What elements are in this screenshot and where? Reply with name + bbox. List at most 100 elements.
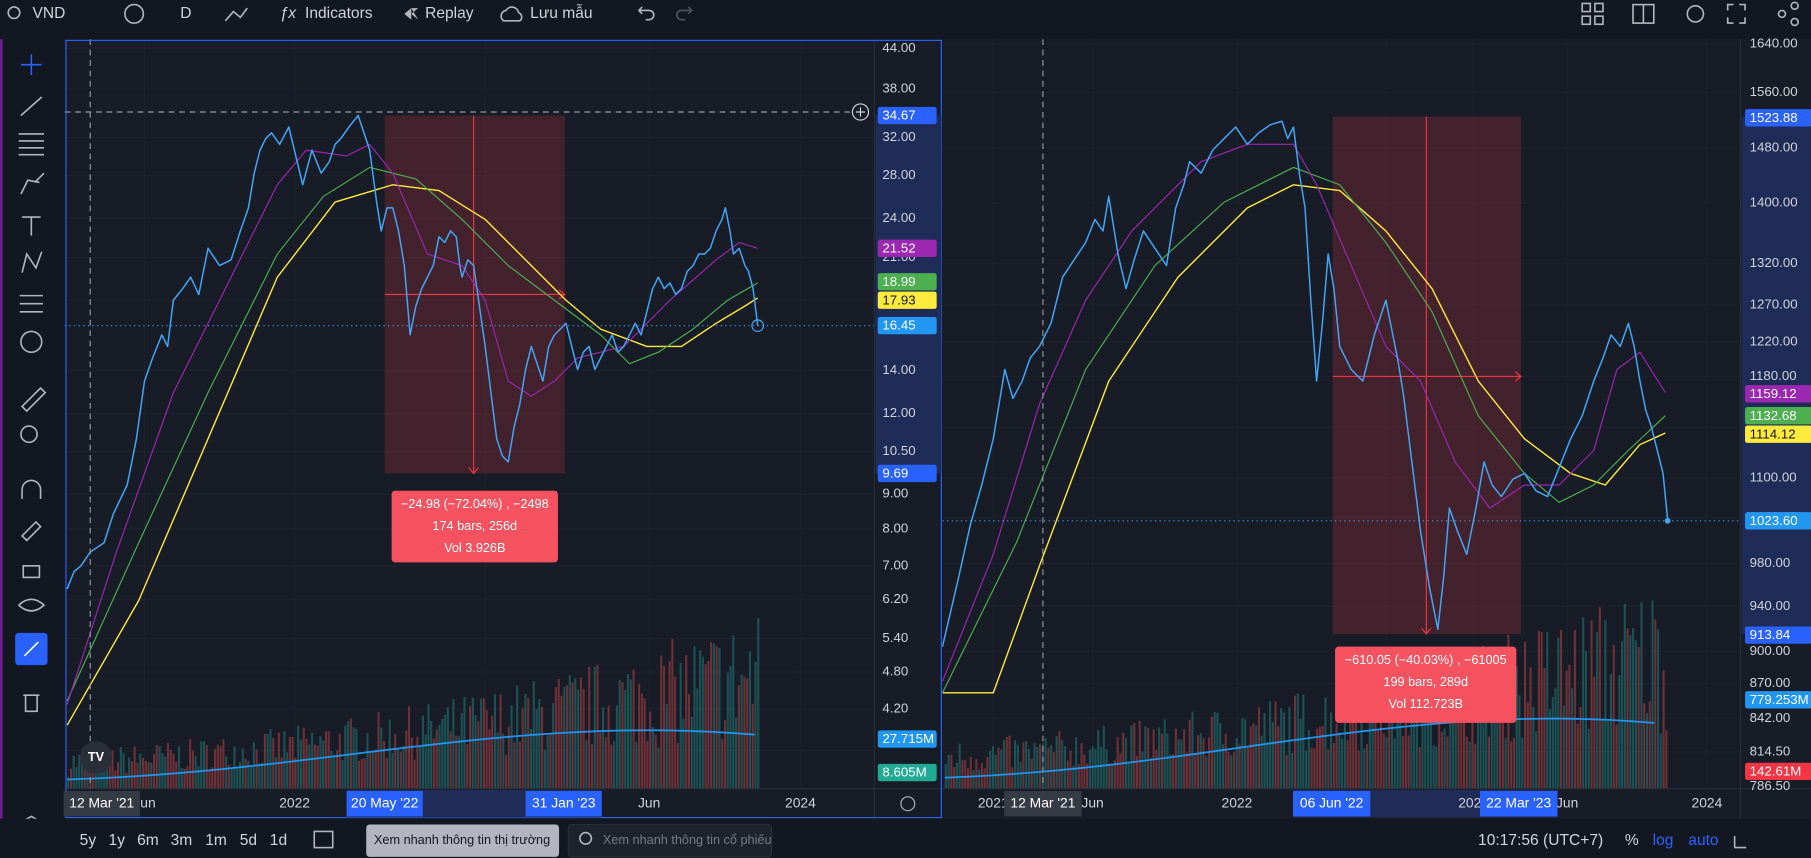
volume-bar: [1232, 751, 1236, 789]
add-symbol[interactable]: [124, 3, 145, 24]
share[interactable]: [1777, 1, 1799, 27]
clock: 10:17:56 (UTC+7): [1478, 832, 1603, 849]
volume-bar: [732, 635, 735, 789]
volume-bar: [208, 769, 211, 789]
range-button[interactable]: 5d: [240, 832, 257, 849]
replay[interactable]: Replay: [425, 5, 474, 22]
trend-line-tool[interactable]: [20, 96, 43, 117]
symbol[interactable]: VND: [32, 5, 65, 22]
volume-bar: [505, 755, 508, 789]
volume-bar: [1632, 628, 1635, 789]
volume-bar: [1318, 726, 1321, 789]
price-badge-label: 9.69: [882, 466, 908, 481]
settings[interactable]: [1686, 4, 1705, 23]
price-label: 940.00: [1750, 598, 1791, 613]
volume-bar: [596, 664, 599, 789]
volume-bar: [493, 694, 497, 789]
volume-bar: [255, 749, 258, 789]
percent-toggle[interactable]: %: [1625, 832, 1639, 849]
chart-type[interactable]: [224, 7, 248, 22]
date-range-icon[interactable]: [313, 830, 334, 849]
undo[interactable]: [638, 6, 655, 21]
search-placeholder[interactable]: Xem nhanh thông tin cổ phiếu: [603, 833, 772, 847]
price-label: 814.50: [1750, 743, 1791, 758]
volume-bar: [726, 672, 729, 789]
axis-settings[interactable]: [900, 796, 916, 812]
price-label: 4.80: [882, 664, 908, 679]
volume-bar: [424, 734, 427, 789]
visibility-tool[interactable]: [18, 598, 46, 612]
log-toggle[interactable]: log: [1653, 832, 1674, 849]
fib-tool[interactable]: [18, 133, 45, 156]
volume-bar: [671, 639, 674, 789]
volume-bar: [571, 682, 574, 789]
volume-bar: [394, 734, 397, 789]
price-label: 10.50: [882, 443, 915, 458]
volume-bar: [710, 642, 713, 789]
volume-bar: [286, 752, 289, 789]
brush-tool[interactable]: [20, 172, 45, 195]
magnet-tool[interactable]: [21, 479, 42, 499]
range-button[interactable]: 1y: [109, 832, 126, 849]
market-button[interactable]: Xem nhanh thông tin thị trường: [374, 833, 550, 847]
volume-bar: [391, 753, 394, 789]
volume-bar: [1612, 644, 1615, 789]
volume-bar: [989, 750, 992, 789]
interval[interactable]: D: [180, 5, 191, 22]
volume-bar: [1465, 736, 1468, 789]
lock-draw-tool[interactable]: [20, 520, 42, 542]
volume-bar: [1562, 705, 1565, 789]
emoji-tool[interactable]: [20, 330, 43, 354]
range-button[interactable]: 3m: [171, 832, 193, 849]
volume-bar: [1038, 744, 1042, 789]
save-template[interactable]: Lưu mẫu: [530, 3, 592, 22]
range-button[interactable]: 5y: [80, 832, 97, 849]
text-tool[interactable]: [22, 216, 41, 236]
price-badge: [877, 273, 937, 291]
volume-bar: [1169, 754, 1172, 789]
volume-bar: [341, 759, 344, 789]
volume-bar: [1615, 724, 1618, 789]
volume-bar: [222, 739, 225, 789]
indicators[interactable]: Indicators: [305, 5, 373, 22]
projection-tool[interactable]: [19, 294, 43, 313]
crosshair-tool[interactable]: [20, 54, 42, 76]
volume-bar: [682, 718, 685, 789]
time-label: 2024: [785, 794, 816, 810]
range-button[interactable]: 6m: [137, 832, 159, 849]
ruler-tool[interactable]: [20, 386, 47, 413]
layout-icon[interactable]: [1581, 2, 1604, 26]
measure-label-bg: [391, 490, 558, 563]
volume-ma: [944, 717, 1655, 779]
delete-tool[interactable]: [23, 694, 40, 713]
pattern-tool[interactable]: [21, 251, 43, 273]
fullscreen[interactable]: [1726, 3, 1746, 24]
volume-bar: [588, 666, 591, 789]
volume-bar: [419, 746, 422, 789]
volume-bar: [114, 770, 117, 789]
indicators-icon: ƒx: [280, 5, 298, 22]
resize-icon[interactable]: [1733, 836, 1747, 849]
market-button-bg[interactable]: [366, 824, 560, 857]
zoom-tool[interactable]: [20, 425, 38, 444]
volume-bar: [1582, 617, 1585, 789]
volume-bar: [1360, 703, 1363, 789]
range-button[interactable]: 1d: [270, 832, 287, 849]
volume-bar: [1227, 752, 1230, 789]
replay-icon: [404, 8, 419, 20]
price-badge-label: 27.715M: [882, 731, 934, 746]
time-label: 2022: [1222, 794, 1253, 810]
search-icon[interactable]: [7, 6, 21, 20]
price-badge-label: 1523.88: [1750, 110, 1798, 125]
volume-bar: [205, 745, 208, 789]
volume-bar: [964, 759, 967, 789]
volume-bar: [1343, 687, 1346, 789]
search-box[interactable]: [567, 823, 773, 858]
auto-toggle[interactable]: auto: [1688, 832, 1719, 849]
redo[interactable]: [676, 6, 693, 21]
volume-bar: [399, 751, 402, 789]
volume-bar: [1338, 732, 1341, 789]
range-button[interactable]: 1m: [205, 832, 227, 849]
lock-tool[interactable]: [22, 565, 41, 579]
time-label: Jun: [1081, 794, 1103, 810]
